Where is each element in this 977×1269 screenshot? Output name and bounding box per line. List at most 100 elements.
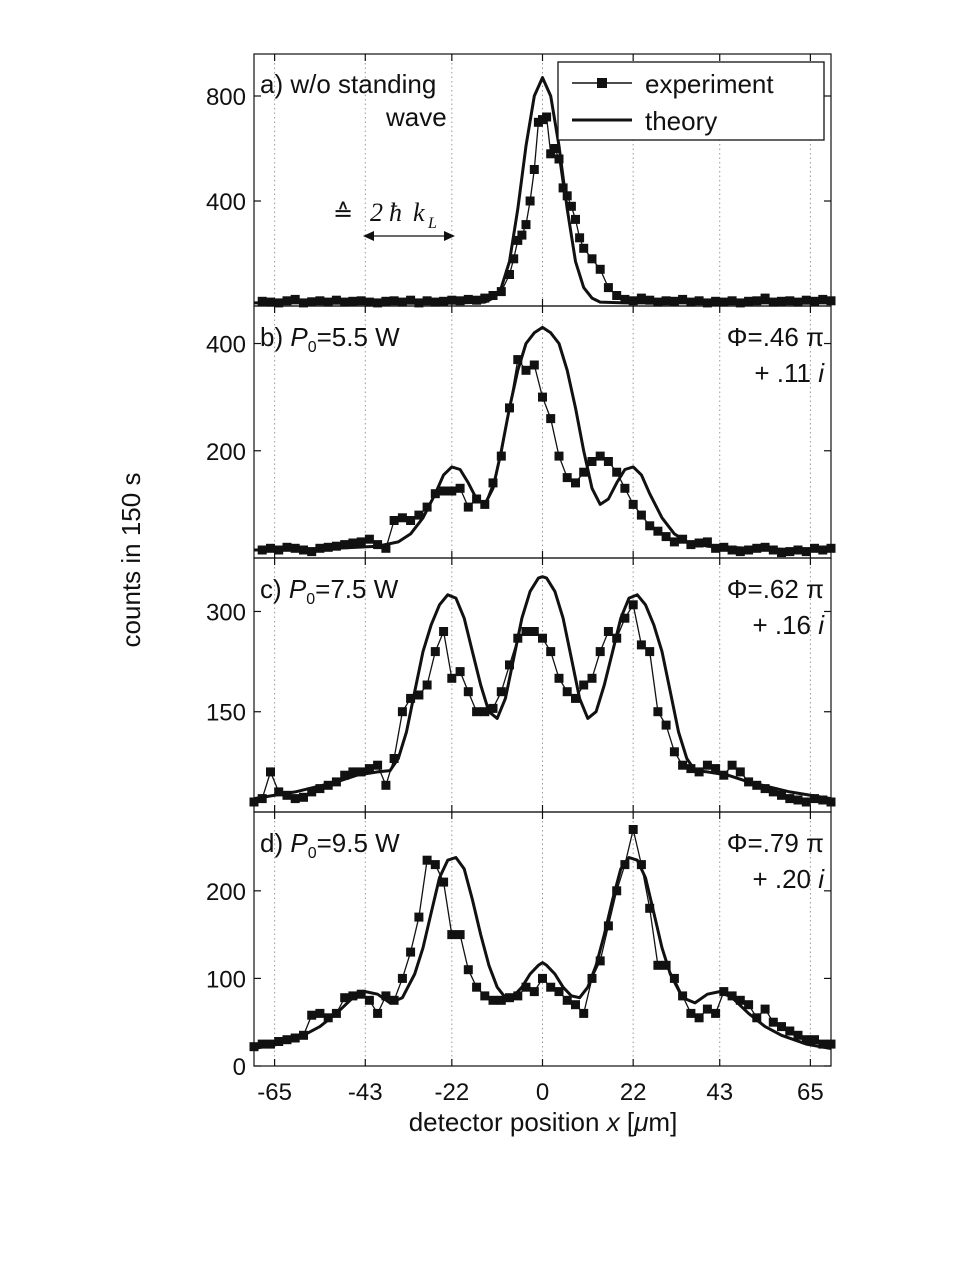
experiment-marker bbox=[381, 991, 391, 1001]
experiment-marker bbox=[818, 1039, 828, 1049]
annotation-sub-l: L bbox=[427, 215, 437, 232]
experiment-marker bbox=[694, 296, 704, 306]
experiment-marker bbox=[542, 112, 552, 122]
experiment-marker bbox=[439, 877, 449, 887]
experiment-marker bbox=[348, 538, 358, 548]
experiment-marker bbox=[397, 513, 407, 523]
experiment-marker bbox=[810, 296, 819, 306]
experiment-marker bbox=[554, 154, 564, 164]
experiment-marker bbox=[463, 294, 473, 304]
experiment-marker bbox=[307, 1010, 317, 1020]
experiment-marker bbox=[397, 973, 407, 983]
experiment-marker bbox=[686, 1008, 696, 1018]
experiment-marker bbox=[620, 483, 630, 493]
experiment-marker bbox=[373, 540, 383, 550]
experiment-marker bbox=[686, 540, 696, 550]
theory-line bbox=[254, 856, 831, 1050]
experiment-marker bbox=[661, 532, 671, 542]
experiment-marker bbox=[529, 627, 539, 636]
experiment-marker bbox=[669, 747, 679, 757]
x-axis-title-var: x bbox=[605, 1107, 621, 1137]
experiment-marker bbox=[752, 1013, 762, 1023]
experiment-marker bbox=[249, 797, 259, 807]
experiment-marker bbox=[587, 457, 597, 466]
panel-label-part: 0 bbox=[306, 591, 315, 608]
y-axis-title: counts in 150 s bbox=[116, 473, 146, 648]
annotation-two: 2 bbox=[370, 198, 383, 227]
experiment-marker bbox=[678, 294, 688, 304]
x-tick-label: 65 bbox=[797, 1079, 824, 1106]
y-tick-label: 800 bbox=[206, 84, 246, 111]
experiment-marker bbox=[612, 467, 622, 477]
experiment-marker bbox=[768, 787, 778, 797]
experiment-marker bbox=[661, 720, 671, 730]
experiment-marker bbox=[603, 627, 613, 636]
experiment-line bbox=[262, 358, 831, 554]
experiment-marker bbox=[340, 993, 350, 1003]
x-axis-title-mu: μ bbox=[633, 1107, 648, 1137]
experiment-marker bbox=[257, 1039, 267, 1049]
experiment-marker bbox=[669, 296, 679, 306]
experiment-marker bbox=[323, 1013, 333, 1023]
experiment-marker bbox=[554, 673, 564, 683]
experiment-marker bbox=[777, 790, 786, 800]
experiment-marker bbox=[455, 930, 465, 940]
experiment-marker bbox=[422, 296, 432, 306]
experiment-marker bbox=[282, 790, 292, 800]
experiment-marker bbox=[653, 707, 663, 717]
experiment-marker bbox=[818, 294, 828, 304]
experiment-marker bbox=[406, 693, 416, 703]
experiment-marker bbox=[801, 1035, 811, 1045]
experiment-marker bbox=[702, 537, 712, 547]
experiment-marker bbox=[669, 537, 679, 547]
panel-label-d: d) P0=9.5 W bbox=[260, 828, 400, 862]
experiment-marker bbox=[488, 995, 498, 1005]
experiment-marker bbox=[760, 784, 770, 794]
experiment-marker bbox=[472, 295, 482, 305]
y-tick-label: 200 bbox=[206, 439, 246, 466]
experiment-marker bbox=[290, 294, 300, 304]
experiment-marker bbox=[430, 647, 440, 657]
experiment-marker bbox=[566, 201, 576, 211]
experiment-marker bbox=[389, 754, 399, 763]
phase-value: Φ=.62 π bbox=[727, 574, 824, 604]
experiment-marker bbox=[422, 855, 432, 865]
experiment-marker bbox=[521, 627, 531, 636]
experiment-marker bbox=[430, 860, 440, 870]
experiment-marker bbox=[562, 191, 572, 201]
experiment-marker bbox=[760, 293, 770, 303]
experiment-marker bbox=[496, 287, 506, 297]
panel-label-part: 0 bbox=[308, 845, 317, 862]
experiment-marker bbox=[488, 291, 498, 300]
experiment-marker bbox=[702, 1004, 712, 1014]
theory-line bbox=[254, 575, 831, 801]
experiment-marker bbox=[785, 794, 795, 804]
theory-line bbox=[254, 325, 831, 552]
experiment-marker bbox=[373, 760, 383, 770]
experiment-marker bbox=[406, 295, 416, 305]
panel-label-part: b) bbox=[260, 322, 290, 352]
experiment-marker bbox=[406, 516, 416, 525]
panel-label-part: P bbox=[290, 828, 308, 858]
phase-imaginary: + .20 i bbox=[752, 864, 825, 894]
y-tick-label: 400 bbox=[206, 189, 246, 216]
experiment-marker bbox=[562, 473, 572, 483]
experiment-marker bbox=[480, 293, 490, 303]
experiment-marker bbox=[364, 534, 374, 544]
experiment-marker bbox=[299, 792, 308, 802]
experiment-marker bbox=[744, 1000, 754, 1010]
momentum-annotation: ≙ 2 ħ k L bbox=[333, 198, 455, 241]
panel-label-c: c) P0=7.5 W bbox=[260, 574, 399, 608]
experiment-marker bbox=[463, 965, 473, 975]
experiment-marker bbox=[356, 767, 366, 777]
legend-experiment-marker bbox=[597, 78, 607, 88]
x-axis-title-unit: m] bbox=[648, 1107, 677, 1137]
experiment-marker bbox=[480, 991, 490, 1001]
experiment-marker bbox=[505, 660, 514, 670]
x-axis-title: detector position x [μm] bbox=[409, 1107, 678, 1137]
experiment-marker bbox=[439, 486, 449, 496]
experiment-marker bbox=[447, 930, 457, 940]
y-tick-label: 400 bbox=[206, 332, 246, 359]
phase-value: Φ=.79 π bbox=[727, 828, 824, 858]
